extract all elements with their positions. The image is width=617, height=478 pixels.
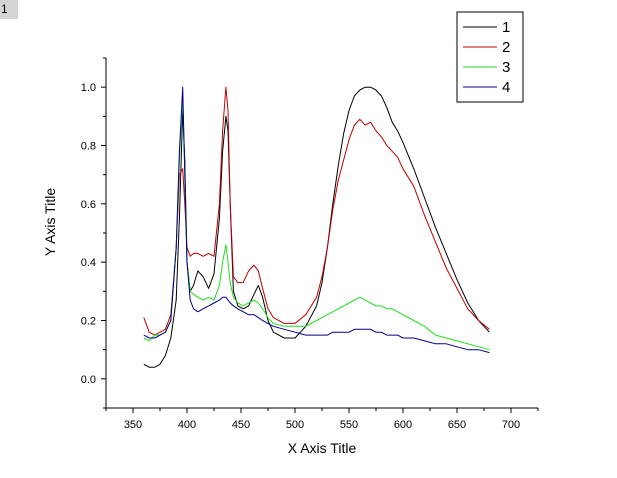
corner-label: 1 [0, 0, 18, 19]
legend-box [456, 11, 524, 103]
series-line-4 [143, 86, 490, 354]
x-tick-label: 350 [124, 419, 142, 431]
x-tick-label: 650 [448, 419, 466, 431]
y-tick-label: 0.4 [81, 257, 96, 269]
series-line-3 [143, 92, 490, 351]
x-tick-label: 600 [394, 419, 412, 431]
legend-label-4: 4 [502, 79, 510, 96]
x-tick-label: 500 [286, 419, 304, 431]
legend: 1 2 3 4 [456, 11, 524, 103]
y-axis-title: Y Axis Title [42, 188, 58, 256]
x-tick-label: 700 [502, 419, 520, 431]
y-tick-label: 1.0 [81, 82, 96, 94]
series-line-2 [143, 86, 490, 336]
plot-area [143, 86, 490, 368]
legend-label-1: 1 [502, 19, 510, 36]
series-line-1 [143, 86, 490, 368]
x-tick-label: 400 [178, 419, 196, 431]
y-tick-label: 0.8 [81, 141, 96, 153]
x-tick-label: 550 [340, 419, 358, 431]
y-tick-label: 0.2 [81, 316, 96, 328]
x-tick-label: 450 [232, 419, 250, 431]
y-tick-label: 0.6 [81, 199, 96, 211]
legend-label-3: 3 [502, 59, 510, 76]
y-tick-label: 0.0 [81, 374, 96, 386]
x-axis-title: X Axis Title [288, 440, 357, 456]
axes: 350 400 450 500 550 600 650 700 0.0 0.2 0.4 0.6 0.8 1… [81, 57, 539, 431]
legend-label-2: 2 [502, 39, 510, 56]
